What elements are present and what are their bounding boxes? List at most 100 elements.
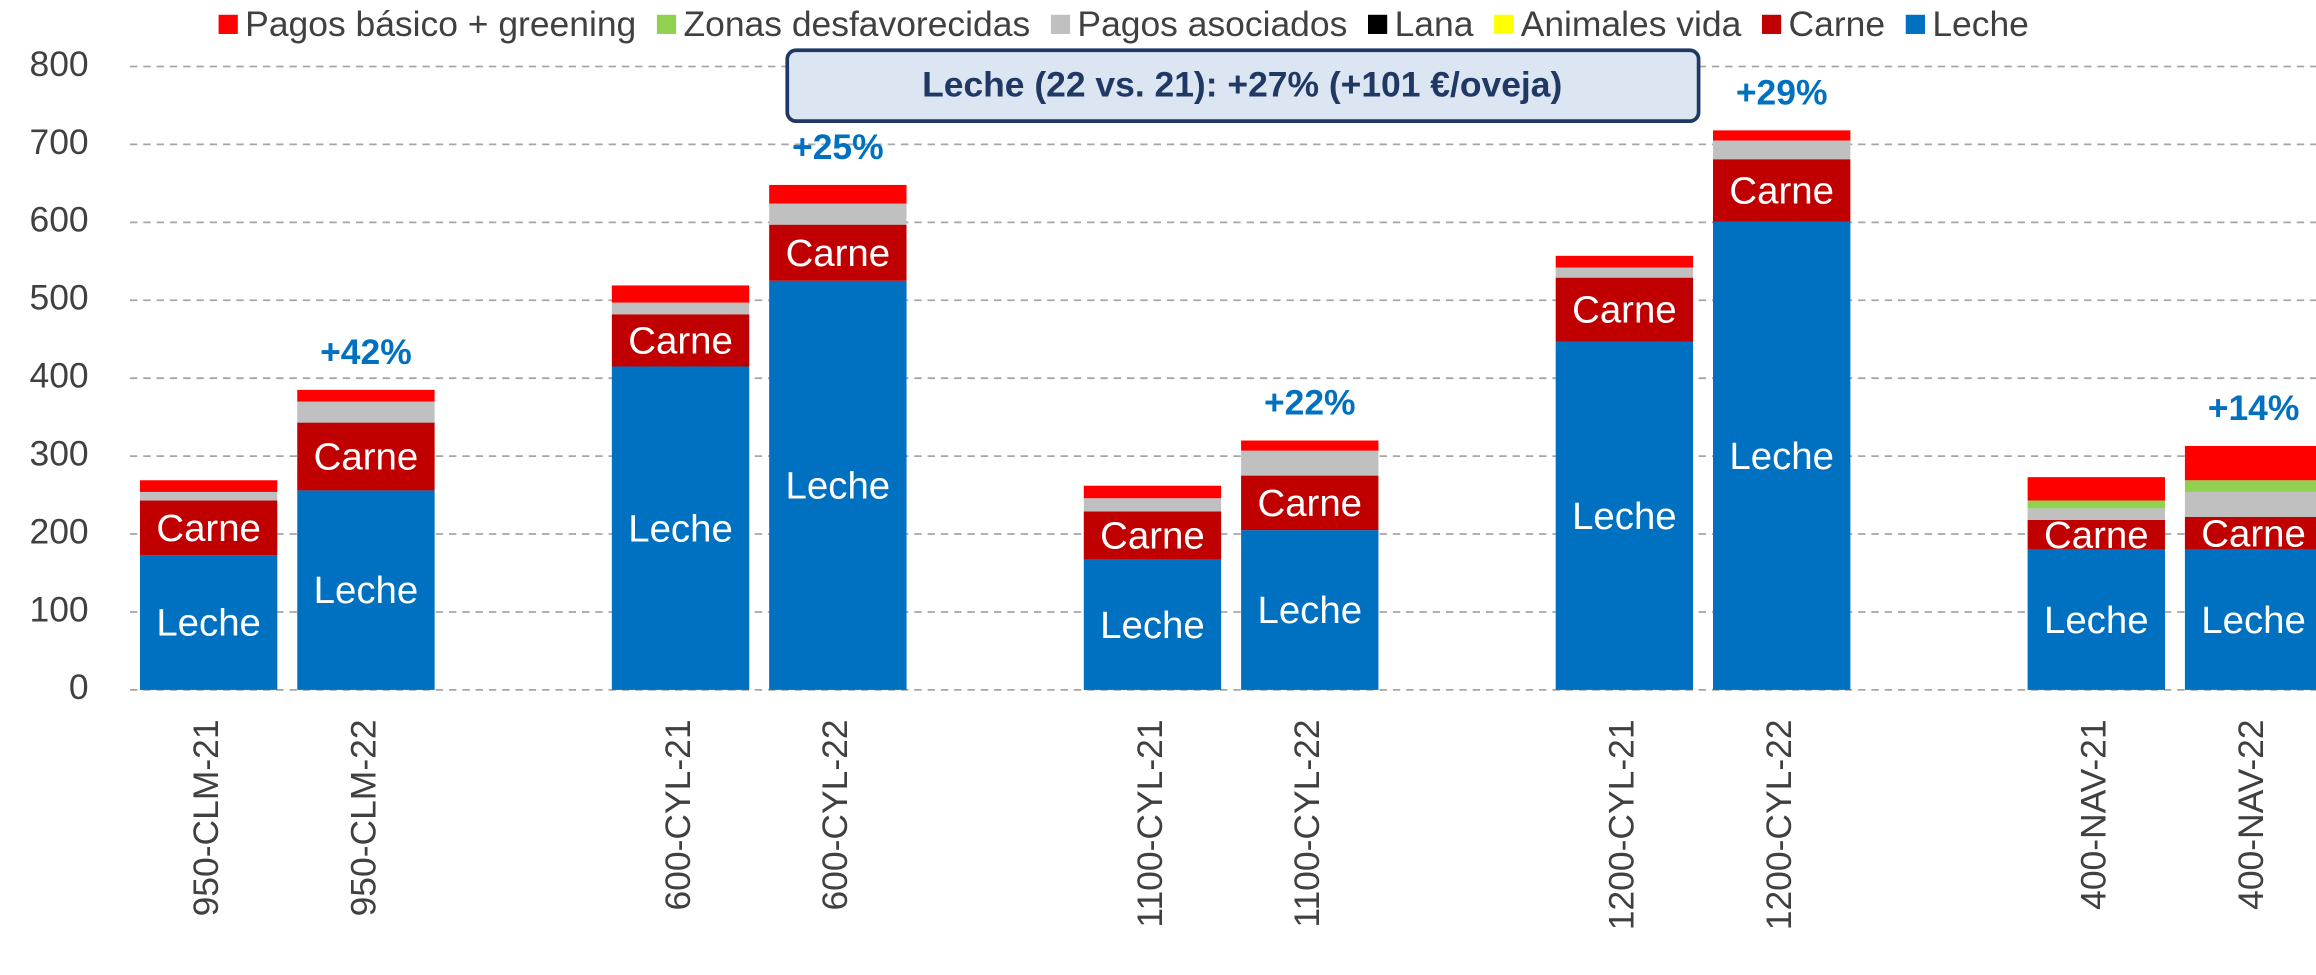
legend-swatch [218, 14, 238, 34]
y-tick-label: 300 [29, 433, 88, 473]
bar-segment [611, 366, 750, 690]
bar-segment [1555, 277, 1694, 342]
bar-segment [2027, 520, 2165, 550]
legend-swatch [1494, 14, 1514, 34]
legend-swatch [1050, 14, 1071, 34]
bar-segment [769, 203, 907, 225]
legend-label: Pagos asociados [1077, 4, 1347, 44]
bar-segment [2184, 480, 2316, 492]
bar-segment [2027, 500, 2165, 509]
segment-label: Carne [628, 319, 733, 362]
bar-segment [2027, 508, 2165, 521]
annotation: +29% [1736, 72, 1828, 112]
x-tick-label: 950-CLM-22 [343, 719, 383, 916]
bar-segment [2184, 445, 2316, 481]
x-tick-label: 400-NAV-21 [2074, 719, 2114, 909]
bar-segment [139, 555, 278, 690]
bar-segment [297, 490, 435, 690]
bar-segment [2184, 516, 2316, 550]
bar-segment [1555, 255, 1694, 268]
bar-segment [1712, 159, 1851, 222]
annotation: +22% [1264, 382, 1356, 422]
bar-segment [1083, 485, 1222, 499]
segment-label: Leche [786, 464, 891, 507]
bar-segment [2027, 549, 2165, 690]
x-tick-label: 950-CLM-21 [186, 719, 226, 916]
segment-label: Carne [156, 507, 261, 550]
bar-segment [2184, 491, 2316, 517]
bar-segment [611, 285, 750, 303]
bar-segment [1241, 475, 1379, 531]
segment-label: Leche [1729, 435, 1834, 478]
y-tick-label: 700 [29, 122, 88, 162]
legend-label: Lana [1395, 4, 1474, 44]
annotation: +14% [2208, 388, 2300, 428]
segment-label: Carne [314, 436, 419, 479]
x-tick-label: 1100-CYL-21 [1130, 719, 1170, 927]
bar-segment [1712, 221, 1851, 690]
bar-segment [1555, 267, 1694, 278]
x-tick-label: 400-NAV-22 [2231, 719, 2271, 909]
legend-label: Leche [1932, 4, 2029, 44]
segment-label: Leche [314, 569, 419, 612]
segment-label: Leche [2044, 599, 2149, 642]
bar-segment [297, 389, 435, 402]
legend-label: Carne [1789, 4, 1886, 44]
bar-segment [611, 314, 750, 367]
x-tick-label: 1200-CYL-22 [1759, 719, 1799, 930]
bar-segment [297, 422, 435, 491]
x-tick-label: 600-CYL-22 [815, 719, 855, 910]
callout-box [785, 48, 1701, 123]
x-tick-label: 1200-CYL-21 [1602, 719, 1642, 930]
y-tick-label: 400 [29, 356, 88, 396]
bar-segment [1241, 450, 1379, 476]
segment-label: Carne [786, 232, 891, 275]
segment-label: Carne [2201, 512, 2306, 555]
segment-label: Carne [2044, 514, 2149, 557]
bar-segment [1083, 498, 1222, 512]
bar-segment [2027, 477, 2165, 501]
y-tick-label: 600 [29, 200, 88, 240]
bar-segment [611, 302, 750, 315]
segment-label: Carne [1257, 482, 1362, 525]
bar-segment [139, 500, 278, 556]
bar-segment [769, 280, 907, 690]
segment-label: Leche [156, 602, 261, 645]
legend-label: Zonas desfavorecidas [684, 4, 1031, 44]
bar-segment [769, 184, 907, 204]
legend-swatch [1905, 14, 1925, 34]
segment-label: Carne [1729, 169, 1834, 212]
segment-label: Leche [1100, 604, 1205, 647]
segment-label: Leche [2201, 599, 2306, 642]
bar-segment [1241, 530, 1379, 690]
bar-segment [1712, 130, 1851, 141]
bar-segment [297, 401, 435, 423]
legend-swatch [1368, 14, 1388, 34]
segment-label: Leche [628, 507, 733, 550]
y-tick-label: 500 [29, 278, 88, 318]
bar-segment [139, 480, 278, 492]
bar-segment [2184, 549, 2316, 690]
bar-segment [1083, 511, 1222, 560]
x-tick-label: 600-CYL-21 [658, 719, 698, 910]
legend-swatch [656, 14, 677, 34]
legend-swatch [1761, 14, 1782, 34]
annotation: +25% [792, 127, 884, 167]
legend-label: Animales vida [1521, 4, 1742, 44]
segment-label: Leche [1257, 589, 1362, 632]
bar-segment [769, 224, 907, 281]
annotation: +42% [320, 332, 412, 372]
y-tick-label: 200 [29, 511, 88, 551]
bar-segment [1083, 559, 1222, 690]
bar-segment [1241, 440, 1379, 451]
bar-segment [1712, 140, 1851, 160]
y-tick-label: 800 [29, 44, 88, 84]
y-tick-label: 100 [29, 589, 88, 629]
segment-label: Carne [1100, 515, 1205, 558]
bar-segment [1555, 341, 1694, 690]
bar-segment [139, 491, 278, 501]
y-tick-label: 0 [69, 667, 89, 707]
callout: Leche (22 vs. 21): +27% (+101 €/oveja) [922, 65, 1562, 105]
